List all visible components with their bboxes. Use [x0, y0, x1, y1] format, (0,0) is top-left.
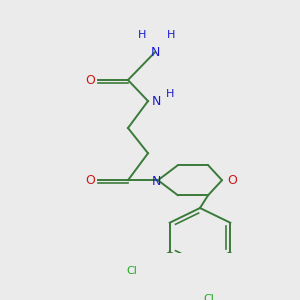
Text: O: O	[227, 174, 237, 187]
Text: N: N	[150, 46, 160, 59]
Text: O: O	[85, 74, 95, 86]
Text: Cl: Cl	[126, 266, 137, 276]
Text: H: H	[167, 30, 175, 40]
Text: H: H	[138, 30, 146, 40]
Text: N: N	[151, 94, 161, 108]
Text: H: H	[166, 89, 174, 99]
Text: Cl: Cl	[204, 294, 214, 300]
Text: N: N	[151, 176, 161, 188]
Text: O: O	[85, 174, 95, 187]
